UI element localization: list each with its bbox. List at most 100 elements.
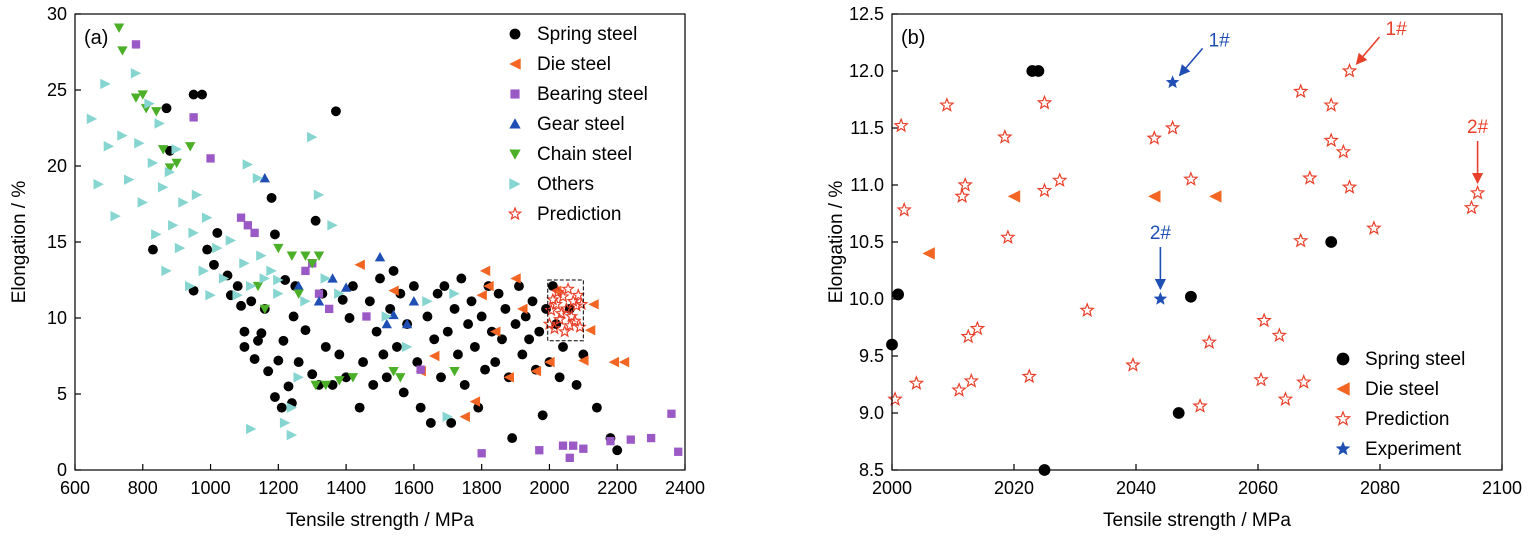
- legend-item-gear-steel: Gear steel: [509, 114, 625, 135]
- data-point-die-steel: [578, 355, 589, 366]
- data-point-others: [154, 118, 165, 129]
- data-point-others: [117, 130, 128, 141]
- data-point-prediction: [1295, 374, 1312, 389]
- annotation-arrow: [1355, 36, 1381, 65]
- y-tick-label: 5: [57, 384, 67, 404]
- data-point-bearing-steel: [667, 409, 676, 418]
- data-point-spring-steel: [381, 372, 392, 383]
- data-point-spring-steel: [510, 319, 521, 330]
- data-point-others: [246, 280, 257, 292]
- data-point-spring-steel: [307, 369, 318, 380]
- data-point-spring-steel: [371, 326, 382, 337]
- data-point-die-steel: [588, 299, 599, 310]
- legend-marker-die-steel: [1336, 382, 1350, 396]
- data-point-prediction: [960, 328, 977, 344]
- data-point-others: [307, 131, 318, 143]
- series-bearing-steel: [131, 40, 683, 462]
- data-point-spring-steel: [385, 303, 396, 314]
- panel-b-ticks: 2000 2020 2040 2060 2080 2100 8.5 9.0 9.5 10.0 10.…: [849, 4, 1522, 498]
- data-point-spring-steel: [439, 281, 450, 292]
- data-point-spring-steel: [453, 349, 463, 360]
- data-point-others: [273, 274, 284, 286]
- data-point-prediction: [571, 288, 586, 301]
- data-point-others: [242, 159, 254, 170]
- data-point-others: [256, 250, 267, 261]
- data-point-spring-steel: [591, 402, 602, 413]
- data-point-prediction: [1323, 132, 1339, 148]
- data-point-spring-steel: [202, 244, 213, 255]
- data-point-others: [137, 197, 148, 208]
- panel-a-y-axis-label: Elongation / %: [9, 181, 30, 304]
- data-point-prediction: [569, 298, 584, 312]
- series-chain-steel: [113, 23, 460, 391]
- legend-label: Spring steel: [537, 24, 637, 45]
- data-point-spring-steel: [554, 372, 565, 383]
- x-tick-label: 2020: [994, 478, 1034, 498]
- data-point-chain-steel: [151, 107, 162, 117]
- data-point-bearing-steel: [301, 266, 310, 276]
- data-point-others: [442, 411, 453, 422]
- data-point-others: [86, 113, 98, 125]
- data-point-chain-steel: [137, 90, 148, 100]
- data-point-bearing-steel: [646, 433, 656, 443]
- data-point-bearing-steel: [131, 40, 141, 49]
- data-point-die-steel: [618, 356, 630, 368]
- y-tick-label: 10.0: [849, 289, 884, 309]
- legend-item-prediction: Prediction: [1334, 409, 1450, 430]
- data-point-prediction: [1051, 172, 1068, 188]
- data-point-bearing-steel: [535, 446, 544, 455]
- data-point-spring-steel: [497, 334, 507, 345]
- data-point-bearing-steel: [416, 365, 425, 374]
- legend-marker-chain-steel: [509, 149, 521, 160]
- data-point-spring-steel: [1325, 236, 1338, 248]
- data-point-spring-steel: [347, 281, 358, 292]
- data-point-prediction: [997, 128, 1013, 144]
- data-point-others: [185, 280, 196, 292]
- data-point-bearing-steel: [206, 154, 215, 163]
- data-point-prediction: [573, 319, 587, 333]
- data-point-prediction: [908, 375, 925, 390]
- x-tick-label: 2400: [665, 478, 705, 498]
- panel-b-legend: Spring steel Die steel Prediction Experimen…: [1334, 349, 1465, 460]
- data-point-prediction: [557, 324, 572, 338]
- data-point-die-steel: [483, 280, 494, 292]
- data-point-gear-steel: [408, 296, 420, 306]
- data-point-die-steel: [459, 411, 470, 422]
- data-point-spring-steel: [612, 445, 623, 456]
- legend-marker-others: [509, 178, 521, 190]
- y-tick-label: 12.5: [849, 4, 884, 24]
- series-die-steel: [354, 259, 630, 422]
- data-point-prediction: [1146, 130, 1163, 145]
- legend-label: Chain steel: [537, 144, 632, 165]
- data-point-spring-steel: [341, 372, 352, 383]
- data-point-spring-steel: [310, 215, 321, 226]
- data-point-others: [313, 189, 325, 201]
- legend-label: Gear steel: [537, 114, 625, 135]
- data-point-prediction: [896, 201, 912, 217]
- annotation-label: 1#: [1209, 30, 1231, 51]
- data-point-others: [286, 402, 298, 413]
- data-point-spring-steel: [320, 341, 331, 352]
- data-point-prediction: [568, 313, 582, 327]
- y-tick-label: 9.0: [859, 403, 884, 423]
- x-tick-label: 2200: [597, 478, 637, 498]
- data-point-die-steel: [469, 396, 481, 407]
- data-point-prediction: [549, 297, 563, 311]
- data-point-prediction: [1366, 220, 1382, 235]
- data-point-die-steel: [503, 372, 514, 383]
- data-point-spring-steel: [493, 288, 504, 299]
- data-point-prediction: [544, 303, 558, 317]
- data-point-spring-steel: [415, 402, 426, 413]
- annotation-label: 1#: [1386, 19, 1408, 40]
- data-point-chain-steel: [117, 46, 128, 56]
- data-point-others: [188, 227, 199, 239]
- data-point-prediction: [1256, 312, 1272, 328]
- data-point-chain-steel: [449, 367, 460, 377]
- data-point-others: [134, 138, 145, 149]
- data-point-die-steel: [584, 324, 596, 336]
- data-point-die-steel: [1148, 190, 1161, 203]
- legend-marker-spring-steel: [509, 28, 521, 40]
- y-tick-label: 25: [47, 80, 67, 100]
- legend-marker-prediction: [1334, 410, 1352, 427]
- data-point-spring-steel: [456, 273, 467, 284]
